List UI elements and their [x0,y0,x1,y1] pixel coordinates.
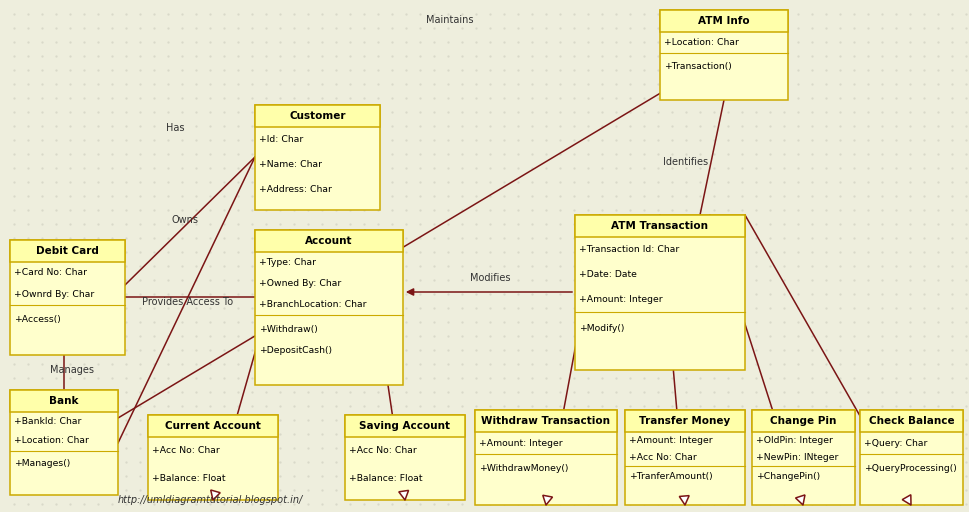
Text: Current Account: Current Account [165,421,261,431]
Text: +Modify(): +Modify() [579,324,624,333]
Polygon shape [679,496,689,505]
Text: Account: Account [305,236,353,246]
Text: Modifies: Modifies [470,273,511,283]
Text: +Amount: Integer: +Amount: Integer [479,439,563,447]
Text: +Transaction(): +Transaction() [664,61,732,71]
Text: +Access(): +Access() [14,315,61,324]
Text: Check Balance: Check Balance [868,416,954,426]
Bar [148,415,278,437]
Text: +ChangePin(): +ChangePin() [756,473,820,481]
Bar [752,410,855,505]
Text: +Acc No: Char: +Acc No: Char [629,453,697,462]
Bar [475,410,617,505]
Polygon shape [543,495,552,505]
Text: +DepositCash(): +DepositCash() [259,346,332,355]
Bar [10,240,125,355]
Text: +Id: Char: +Id: Char [259,135,303,144]
Bar [148,415,278,500]
Text: +Balance: Float: +Balance: Float [152,474,226,483]
Text: +Transaction Id: Char: +Transaction Id: Char [579,245,679,254]
Bar [575,215,745,237]
Text: +WithdrawMoney(): +WithdrawMoney() [479,464,569,473]
Text: +Balance: Float: +Balance: Float [349,474,422,483]
Text: Owns: Owns [172,215,199,225]
Bar [625,410,745,505]
Bar [860,410,963,432]
Text: +Acc No: Char: +Acc No: Char [349,446,417,455]
Text: +Amount: Integer: +Amount: Integer [629,436,712,445]
Bar [10,390,118,495]
Text: +Type: Char: +Type: Char [259,258,316,267]
Text: Debit Card: Debit Card [36,246,99,256]
Text: +Acc No: Char: +Acc No: Char [152,446,220,455]
Text: Identifies: Identifies [664,157,708,167]
Bar [255,105,380,127]
Bar [10,240,125,262]
Text: Change Pin: Change Pin [770,416,836,426]
Bar [255,105,380,210]
Text: +Address: Char: +Address: Char [259,185,331,195]
Text: +NewPin: INteger: +NewPin: INteger [756,453,838,462]
Bar [752,410,855,432]
Text: +Query: Char: +Query: Char [864,439,927,447]
Text: +Card No: Char: +Card No: Char [14,268,87,278]
Text: +Withdraw(): +Withdraw() [259,325,318,333]
Text: Transfer Money: Transfer Money [640,416,731,426]
Bar [660,10,788,32]
Bar [860,410,963,505]
Text: +Amount: Integer: +Amount: Integer [579,295,663,304]
Polygon shape [902,495,911,505]
Text: +Owned By: Char: +Owned By: Char [259,279,341,288]
Text: Maintains: Maintains [426,15,474,25]
Text: ATM Transaction: ATM Transaction [611,221,708,231]
Text: +BranchLocation: Char: +BranchLocation: Char [259,300,366,309]
Text: +OldPin: Integer: +OldPin: Integer [756,436,833,445]
Text: Provides Access To: Provides Access To [142,297,234,307]
Bar [475,410,617,432]
Bar [625,410,745,432]
Bar [575,215,745,370]
Bar [255,230,403,252]
Text: +Name: Char: +Name: Char [259,160,322,169]
Bar [345,415,465,500]
Text: Manages: Manages [50,365,94,375]
Bar [10,390,118,412]
Text: Bank: Bank [49,396,78,406]
Bar [255,230,403,385]
Text: Withdraw Transaction: Withdraw Transaction [482,416,610,426]
Text: Saving Account: Saving Account [359,421,451,431]
Text: +TranferAmount(): +TranferAmount() [629,473,712,481]
Text: Customer: Customer [290,111,346,121]
Text: http://umldiagramtutorial.blogspot.in/: http://umldiagramtutorial.blogspot.in/ [117,495,302,505]
Polygon shape [796,495,805,505]
Text: ATM Info: ATM Info [699,16,750,26]
Polygon shape [399,490,409,500]
Bar [345,415,465,437]
Text: +QueryProcessing(): +QueryProcessing() [864,464,956,473]
Text: +Location: Char: +Location: Char [14,436,89,445]
Text: +Ownrd By: Char: +Ownrd By: Char [14,290,94,299]
Text: +Location: Char: +Location: Char [664,38,739,47]
Bar [660,10,788,100]
Text: Has: Has [166,123,184,133]
Text: +Date: Date: +Date: Date [579,270,637,279]
Text: +Manages(): +Manages() [14,459,70,467]
Polygon shape [210,490,220,500]
Text: +BankId: Char: +BankId: Char [14,417,81,426]
